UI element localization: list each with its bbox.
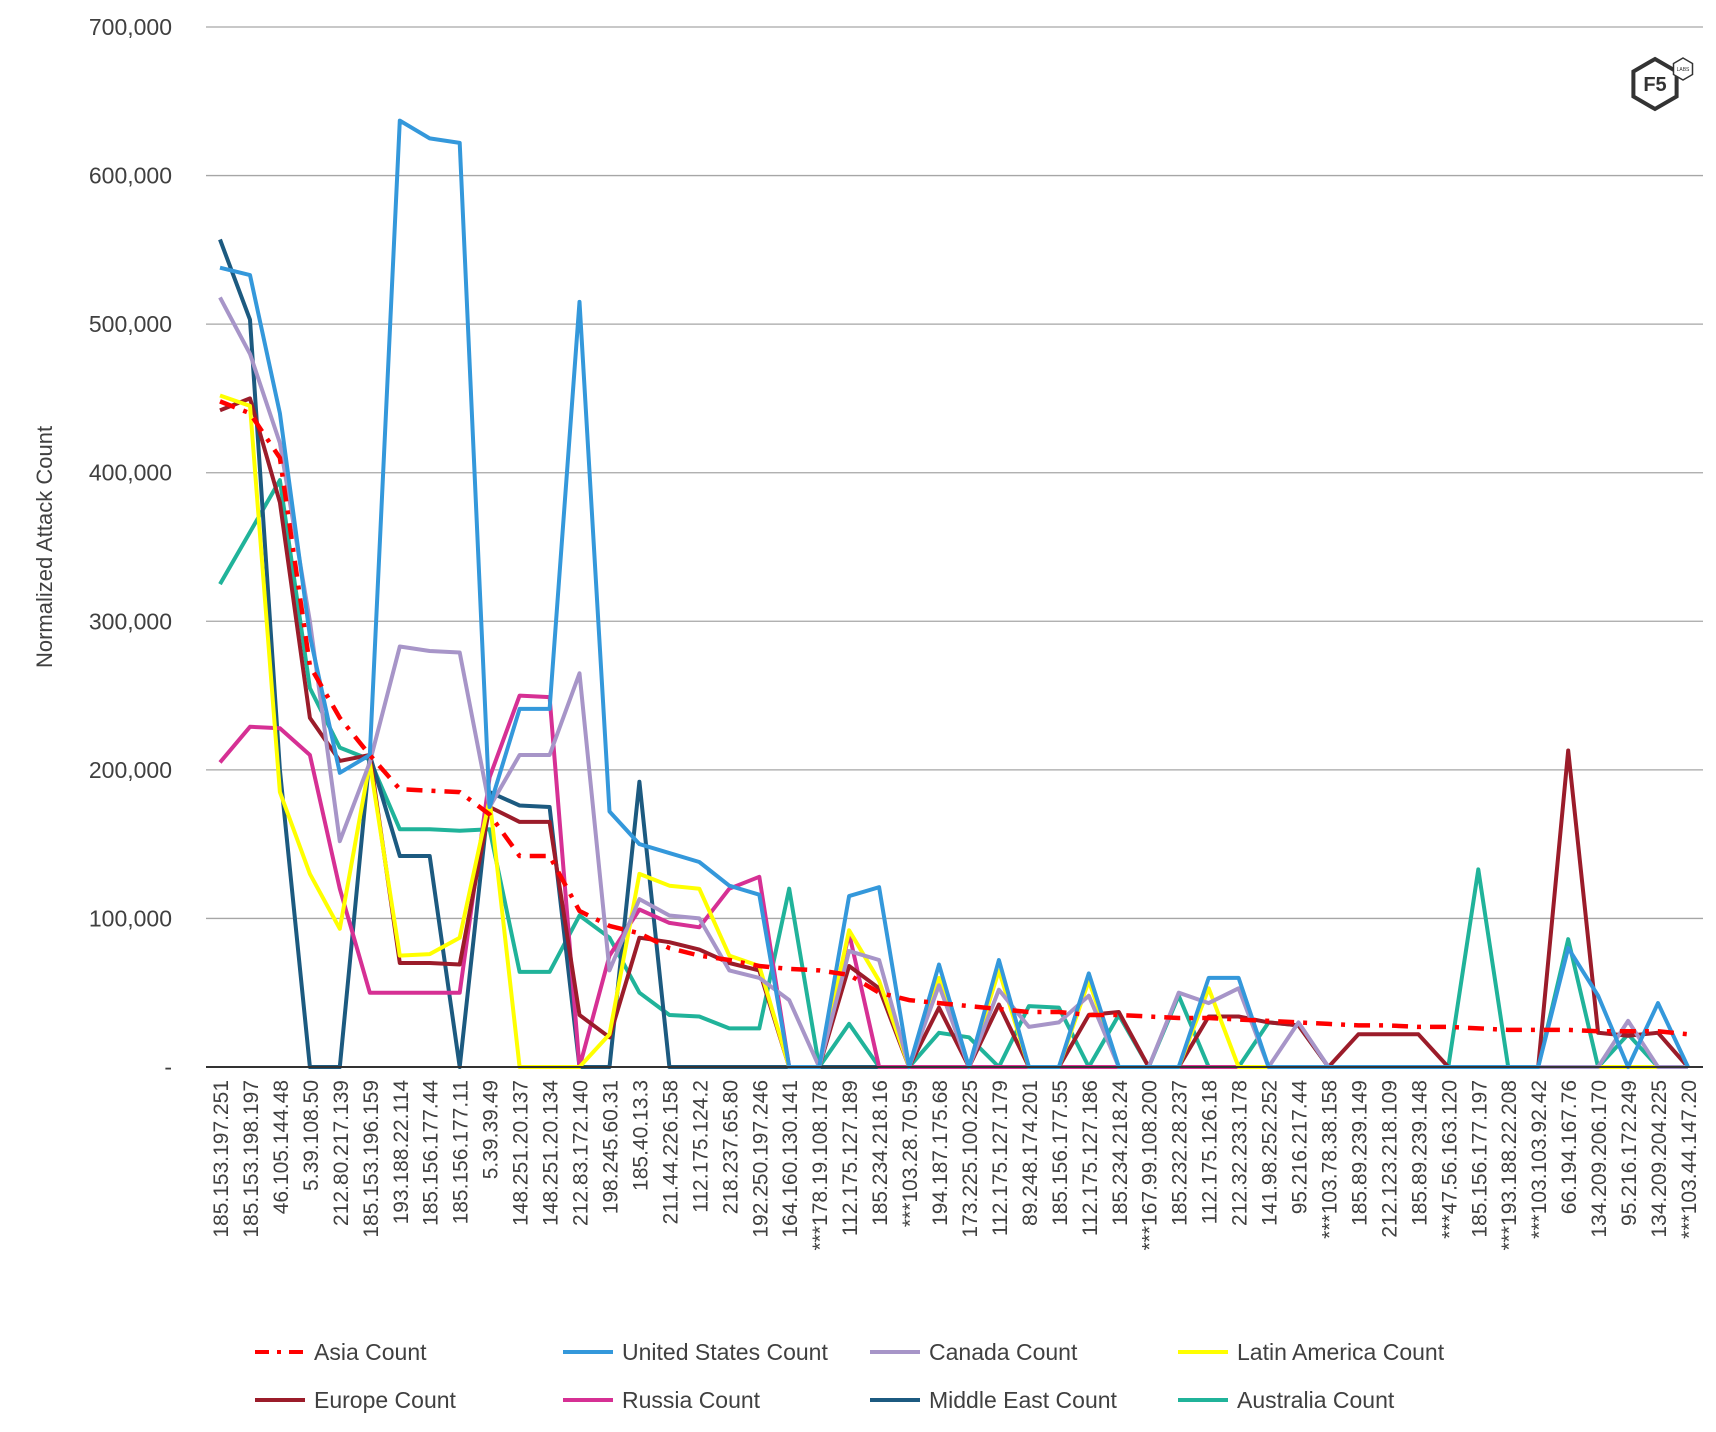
x-tick-label: ***178.19.108.178 <box>809 1080 832 1251</box>
x-tick-label: 185.153.196.159 <box>360 1080 383 1238</box>
x-tick-label: 185.153.197.251 <box>210 1080 233 1238</box>
y-axis-ticks: - 100,000 200,000 300,000 400,000 500,000 600,… <box>89 14 172 1080</box>
x-tick-label: 66.194.167.76 <box>1558 1080 1581 1214</box>
series-line-europe-count <box>219 396 1690 1069</box>
x-tick-label: 164.160.130.141 <box>779 1080 802 1238</box>
x-tick-label: 185.156.177.55 <box>1049 1080 1072 1226</box>
legend-label: United States Count <box>622 1339 828 1365</box>
series-lines <box>218 118 1690 1069</box>
x-tick-label: 148.251.20.134 <box>540 1080 563 1226</box>
x-tick-label: 185.232.28.237 <box>1169 1080 1192 1226</box>
legend-item: Canada Count <box>870 1339 1078 1365</box>
x-tick-label: 212.123.218.109 <box>1378 1080 1401 1238</box>
x-tick-label: 134.209.204.225 <box>1648 1080 1671 1238</box>
legend-label: Asia Count <box>314 1339 427 1365</box>
y-tick-label: 700,000 <box>89 14 172 40</box>
legend-item: Australia Count <box>1178 1387 1395 1413</box>
x-tick-label: 212.32.233.178 <box>1229 1080 1252 1226</box>
x-tick-label: 185.234.218.24 <box>1109 1080 1132 1226</box>
x-tick-label: 5.39.39.49 <box>480 1080 503 1179</box>
legend-label: Russia Count <box>622 1387 761 1413</box>
x-tick-label: ***103.78.38.158 <box>1318 1080 1341 1239</box>
x-tick-label: 46.105.144.48 <box>270 1080 293 1214</box>
x-tick-label: 89.248.174.201 <box>1019 1080 1042 1226</box>
y-tick-label: 200,000 <box>89 757 172 783</box>
x-tick-label: 198.245.60.31 <box>599 1080 622 1214</box>
x-tick-label: 212.83.172.140 <box>570 1080 593 1226</box>
legend-label: Europe Count <box>314 1387 457 1413</box>
x-tick-label: 185.156.177.197 <box>1468 1080 1491 1238</box>
x-tick-label: 95.216.172.249 <box>1618 1080 1641 1226</box>
x-tick-label: 212.80.217.139 <box>330 1080 353 1226</box>
legend: Asia Count United States Count Canada Coun… <box>255 1339 1445 1413</box>
x-tick-label: 185.40.13.3 <box>629 1080 652 1191</box>
x-tick-label: 141.98.252.252 <box>1259 1080 1282 1226</box>
series-line-australia-count <box>218 478 1688 1069</box>
x-tick-label: 112.175.124.2 <box>689 1080 712 1213</box>
x-tick-label: 95.216.217.44 <box>1289 1080 1312 1215</box>
x-tick-label: ***193.188.22.208 <box>1498 1080 1521 1251</box>
y-tick-label: - <box>164 1054 172 1080</box>
legend-item: Latin America Count <box>1178 1339 1445 1365</box>
legend-item: Asia Count <box>255 1339 427 1365</box>
x-tick-label: 112.175.127.179 <box>989 1080 1012 1236</box>
x-tick-label: ***167.99.108.200 <box>1139 1080 1162 1251</box>
y-tick-label: 100,000 <box>89 905 172 931</box>
gridlines <box>206 26 1703 920</box>
legend-item: United States Count <box>563 1339 828 1365</box>
x-tick-label: 185.89.239.149 <box>1348 1080 1371 1226</box>
x-tick-label: 194.187.175.68 <box>929 1080 952 1226</box>
logo-text: F5 <box>1643 74 1666 96</box>
legend-label: Australia Count <box>1237 1387 1395 1413</box>
legend-item: Europe Count <box>255 1387 457 1413</box>
f5-labs-logo: F5 LABS <box>1631 56 1694 112</box>
x-tick-label: ***103.103.92.42 <box>1528 1080 1551 1239</box>
x-tick-label: 185.234.218.16 <box>869 1080 892 1226</box>
x-tick-label: 112.175.127.189 <box>839 1080 862 1236</box>
x-tick-label: 218.237.65.80 <box>719 1080 742 1214</box>
x-tick-label: 173.225.100.225 <box>959 1080 982 1238</box>
legend-label: Latin America Count <box>1237 1339 1445 1365</box>
y-axis-title: Normalized Attack Count <box>32 426 57 668</box>
x-tick-label: 185.156.177.44 <box>420 1080 443 1226</box>
y-tick-label: 600,000 <box>89 163 172 189</box>
y-tick-label: 300,000 <box>89 608 172 634</box>
x-tick-label: 192.250.197.246 <box>749 1080 772 1238</box>
x-tick-label: 185.89.239.148 <box>1408 1080 1431 1226</box>
legend-label: Canada Count <box>929 1339 1078 1365</box>
x-tick-label: 148.251.20.137 <box>510 1080 533 1226</box>
series-line-asia-count <box>219 399 1689 1037</box>
x-tick-label: ***103.28.70.59 <box>899 1080 922 1227</box>
y-tick-label: 500,000 <box>89 311 172 337</box>
x-tick-label: 112.175.126.18 <box>1199 1080 1222 1224</box>
x-tick-label: 5.39.108.50 <box>300 1080 323 1191</box>
x-tick-label: ***103.44.147.20 <box>1678 1080 1701 1239</box>
logo-badge: LABS <box>1677 67 1690 73</box>
legend-item: Middle East Count <box>870 1387 1118 1413</box>
x-tick-label: 134.209.206.170 <box>1588 1080 1611 1238</box>
x-tick-label: 185.156.177.11 <box>450 1080 473 1224</box>
x-tick-label: 112.175.127.186 <box>1079 1080 1102 1236</box>
x-tick-label: 193.188.22.114 <box>390 1080 413 1225</box>
x-tick-label: 211.44.226.158 <box>659 1080 682 1224</box>
y-tick-label: 400,000 <box>89 460 172 486</box>
legend-item: Russia Count <box>563 1387 761 1413</box>
x-tick-label: ***47.56.163.120 <box>1438 1080 1461 1239</box>
x-tick-label: 185.153.198.197 <box>240 1080 263 1238</box>
x-axis-ticks: 185.153.197.251 185.153.198.197 46.105.144… <box>210 1080 1701 1251</box>
series-line-latin-america-count <box>219 393 1688 1069</box>
legend-label: Middle East Count <box>929 1387 1118 1413</box>
